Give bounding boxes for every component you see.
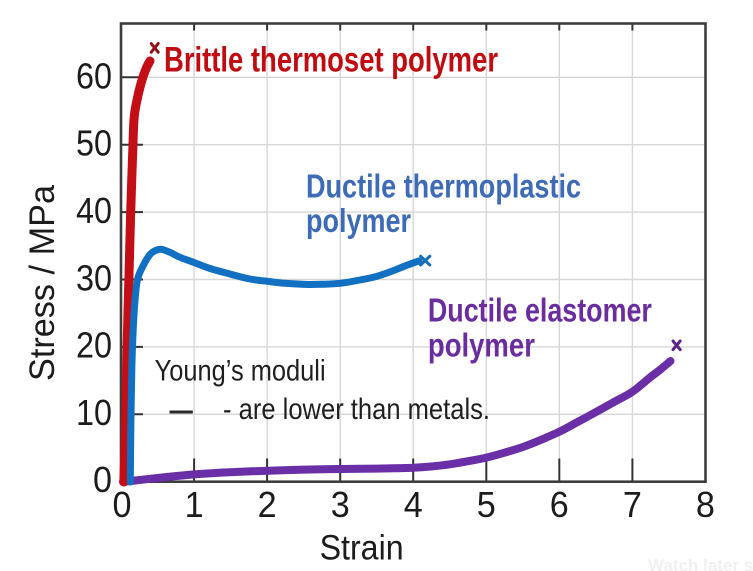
svg-text:1: 1 (185, 484, 204, 525)
svg-text:0: 0 (113, 484, 132, 525)
svg-text:4: 4 (404, 484, 423, 525)
svg-text:3: 3 (331, 484, 350, 525)
svg-text:Ductile thermoplastic: Ductile thermoplastic (306, 167, 581, 204)
svg-text:5: 5 (477, 484, 496, 525)
svg-text:10: 10 (76, 392, 112, 433)
svg-text:Strain: Strain (320, 529, 404, 568)
svg-text:50: 50 (76, 123, 112, 164)
svg-text:20: 20 (76, 325, 112, 366)
svg-text:Brittle thermoset polymer: Brittle thermoset polymer (164, 40, 498, 79)
svg-text:Ductile elastomer: Ductile elastomer (428, 292, 652, 329)
svg-text:polymer: polymer (428, 326, 535, 363)
svg-text:polymer: polymer (306, 202, 411, 239)
svg-text:40: 40 (76, 190, 112, 231)
svg-text:Young’s moduli: Young’s moduli (155, 355, 326, 388)
svg-text:Watch later share: Watch later share (648, 556, 753, 571)
svg-text:2: 2 (258, 484, 277, 525)
svg-text:Stress / MPa: Stress / MPa (23, 184, 62, 381)
svg-text:0: 0 (93, 459, 112, 500)
svg-text:6: 6 (550, 484, 569, 525)
svg-text:- are lower than metals.: - are lower than metals. (223, 393, 490, 426)
svg-text:60: 60 (76, 55, 112, 96)
svg-text:8: 8 (696, 484, 715, 525)
svg-text:7: 7 (623, 484, 642, 525)
svg-text:30: 30 (76, 258, 112, 299)
